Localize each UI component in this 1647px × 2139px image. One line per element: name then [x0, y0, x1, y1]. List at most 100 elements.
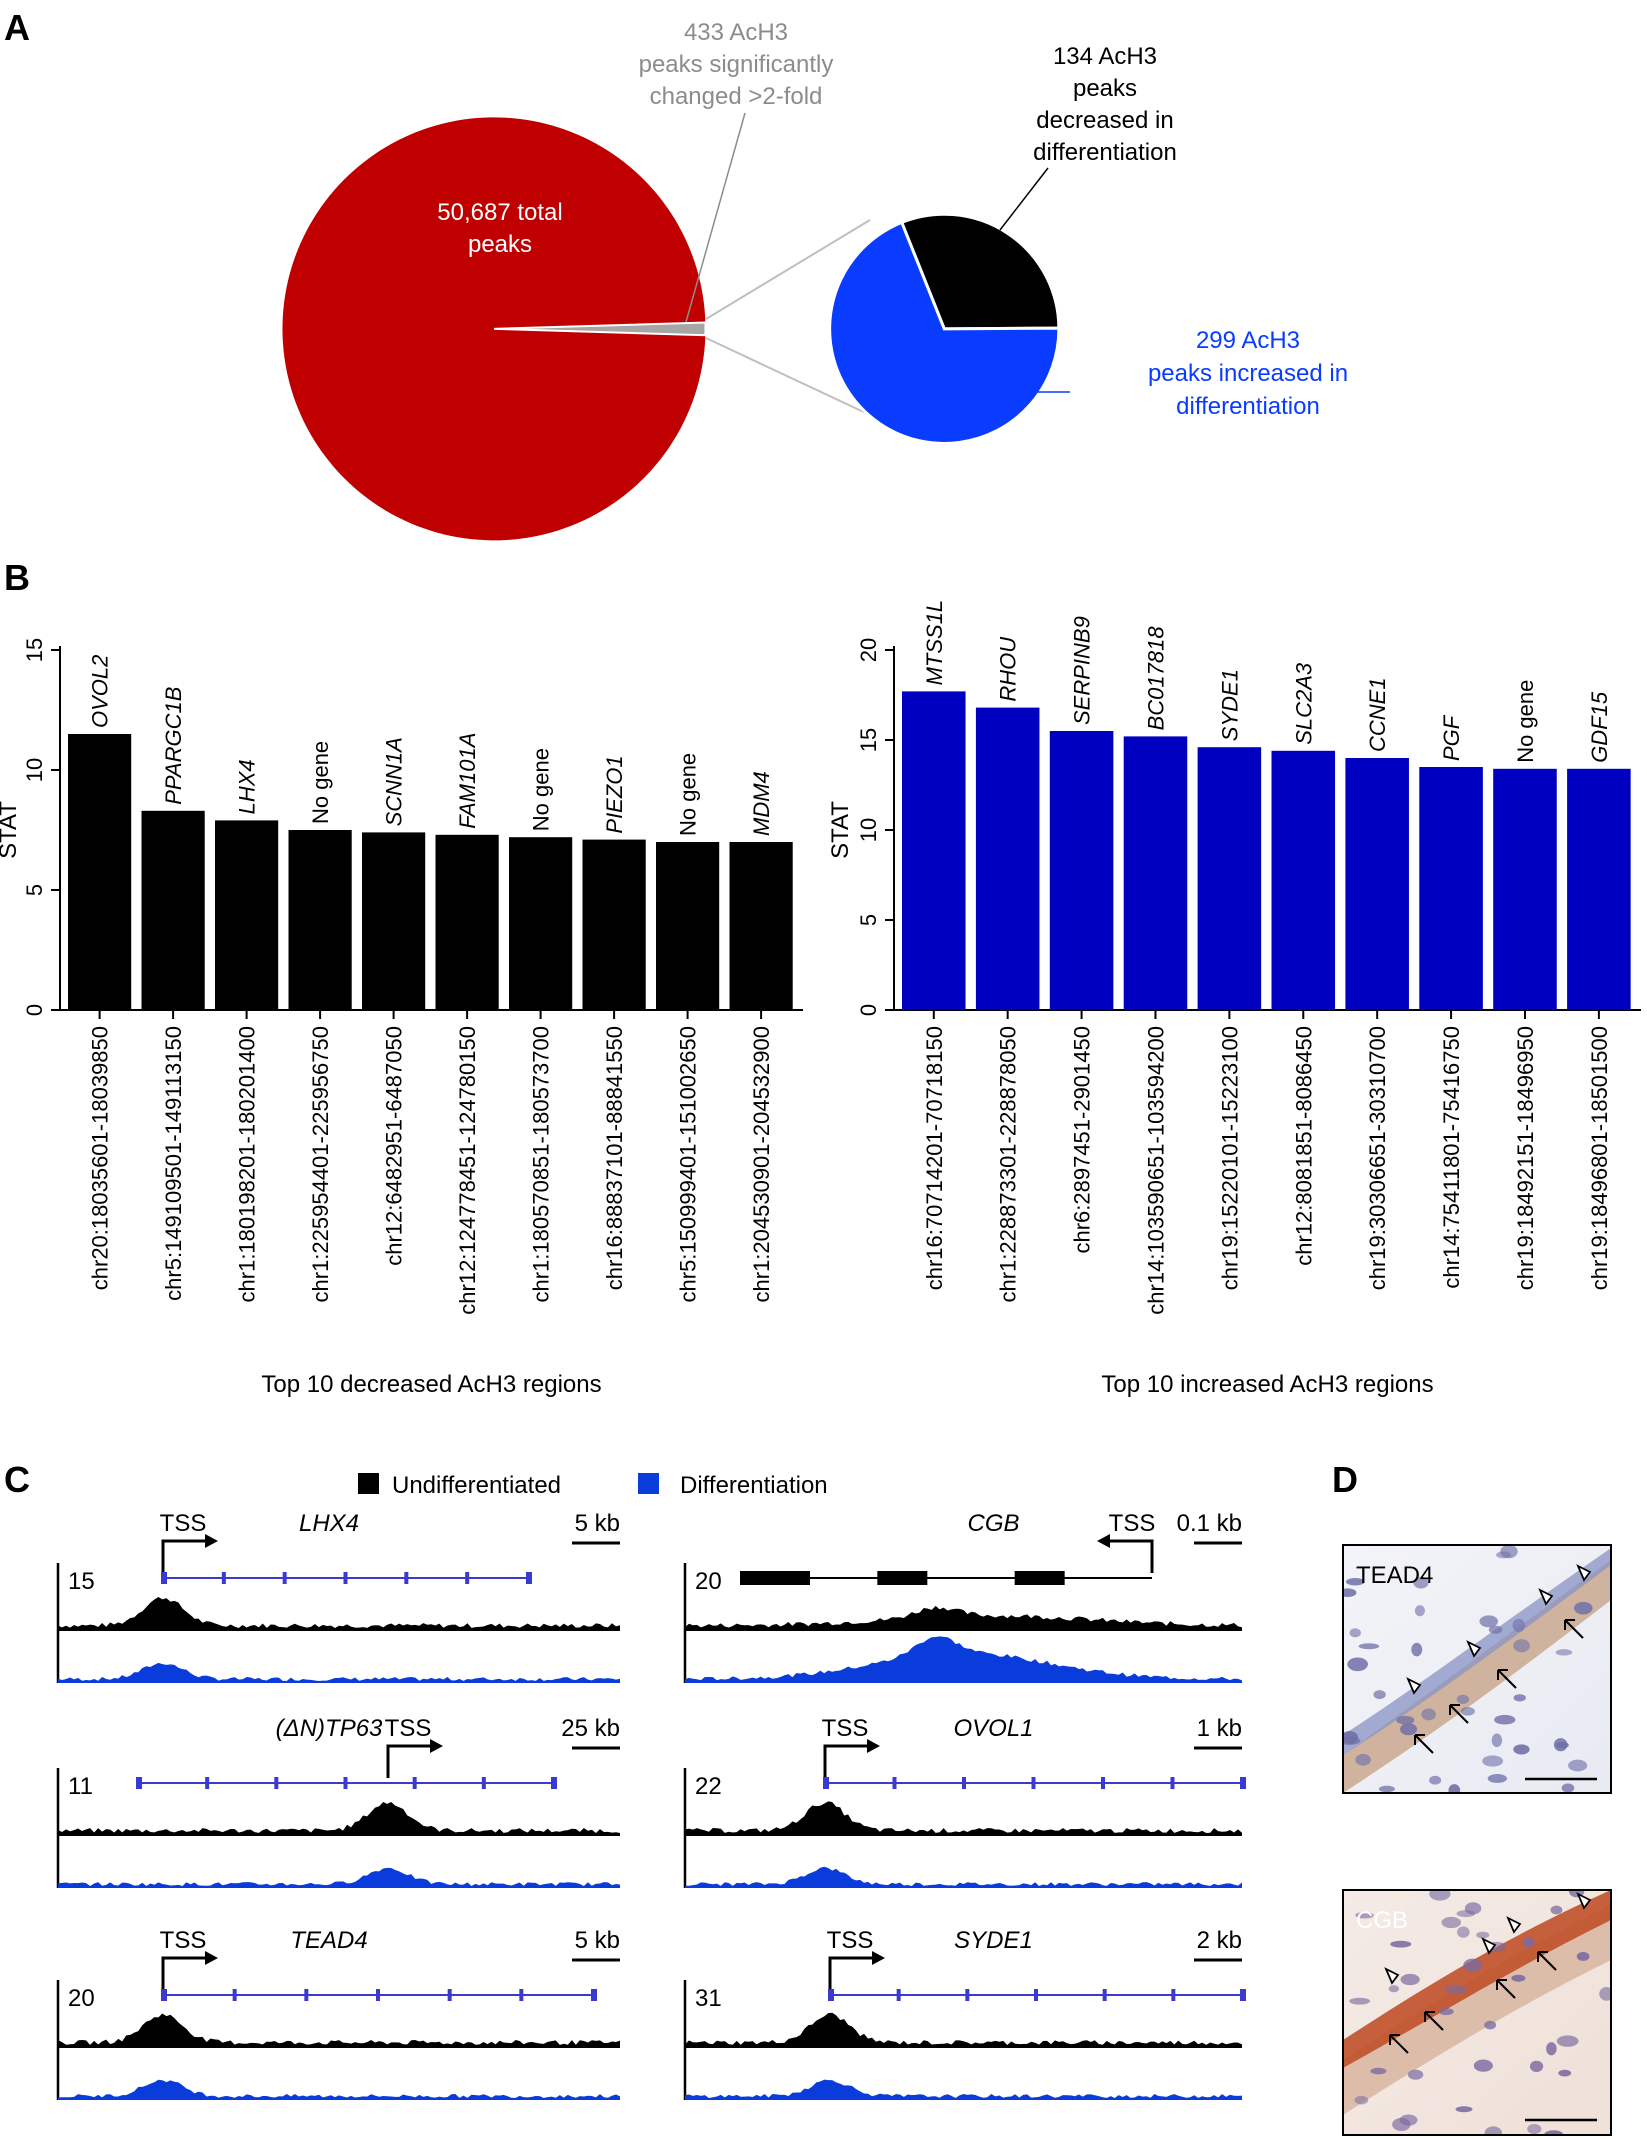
x-tick-label: chr14:103590651-103594200 [1143, 1026, 1168, 1315]
pie-chart-changed [828, 212, 1061, 445]
micrograph-cgb-label: CGB [1356, 1907, 1408, 1934]
track-5: SYDE1 2 kb 31 TSS [683, 1927, 1246, 2100]
bar [1049, 731, 1114, 1010]
x-tick-label: chr19:18492151-18496950 [1513, 1026, 1538, 1290]
track-gene-name: (ΔN)TP63 [276, 1715, 383, 1742]
signal-differentiation [58, 1662, 620, 1683]
tss-label: TSS [160, 1927, 207, 1954]
x-tick-label: chr20:18035601-18039850 [88, 1026, 113, 1290]
bar-gene-label: PGF [1439, 714, 1464, 761]
arrow-marker-head [1496, 1979, 1507, 1990]
x-tick-label: chr1:228873301-228878050 [996, 1026, 1021, 1302]
bar-gene-label: SLC2A3 [1291, 662, 1316, 745]
track-2: (ΔN)TP63 25 kb 11 TSS [56, 1715, 620, 1888]
track-ymax-label: 15 [68, 1568, 95, 1595]
arrow-marker [1497, 1669, 1517, 1689]
cell-nucleus [1388, 1985, 1400, 1993]
total-peaks-label-line2: peaks [468, 231, 532, 258]
gene-exon [828, 1989, 834, 2001]
cell-nucleus [1576, 1951, 1590, 1961]
cell-nucleus [1550, 1905, 1563, 1915]
bar [902, 691, 966, 1010]
pie-chart-total [282, 117, 707, 541]
gene-exon [823, 1777, 829, 1789]
bar-gene-label: MDM4 [749, 771, 774, 836]
gene-exon [376, 1989, 380, 2001]
tss-arrowhead [867, 1739, 880, 1753]
gene-exon [896, 1989, 901, 2001]
cell-nucleus [1529, 2060, 1544, 2072]
bar [288, 830, 352, 1010]
track-scale-label: 2 kb [1197, 1927, 1242, 1954]
gene-exon [965, 1989, 970, 2001]
signal-undifferentiated [58, 1801, 620, 1836]
bar-gene-label: FAM101A [455, 733, 480, 829]
bar-gene-label: OVOL2 [88, 655, 113, 728]
bar [68, 734, 132, 1010]
cell-nucleus [1438, 2008, 1454, 2016]
bar-gene-label: CCNE1 [1365, 677, 1390, 752]
cell-nucleus [1522, 1937, 1535, 1948]
bar [656, 842, 720, 1010]
x-tick-label: chr1:180570851-180573700 [529, 1026, 554, 1302]
cell-nucleus [1544, 2130, 1563, 2135]
track-gene-name: CGB [967, 1510, 1019, 1537]
arrow-marker-head [1414, 1734, 1425, 1745]
gene-exon [1031, 1777, 1036, 1789]
cell-nucleus [1355, 1753, 1371, 1766]
x-tick-label: chr16:88837101-88841550 [602, 1026, 627, 1290]
signal-undifferentiated [685, 1605, 1242, 1631]
arrowhead-marker [1576, 1564, 1592, 1582]
track-scale-label: 0.1 kb [1177, 1510, 1242, 1537]
arrow-marker [1449, 1704, 1469, 1724]
tss-arrowhead [205, 1951, 218, 1965]
arrowhead-marker [1576, 1892, 1592, 1910]
bar-gene-label: SYDE1 [1217, 669, 1242, 741]
legend-diff-swatch [638, 1473, 659, 1494]
tss-arrowhead [1097, 1534, 1110, 1548]
cell-nucleus [1513, 1694, 1526, 1702]
cell-nucleus [1343, 1588, 1357, 1598]
x-tick-label: chr5:150999401-151002650 [676, 1026, 701, 1302]
gene-exon [404, 1572, 409, 1584]
cell-nucleus [1413, 1576, 1429, 1589]
x-tick-label: chr12:124778451-124780150 [455, 1026, 480, 1315]
cell-nucleus [1355, 1911, 1374, 1919]
bar [1493, 768, 1557, 1010]
signal-undifferentiated [685, 2012, 1242, 2048]
gene-exon [161, 1572, 167, 1584]
bar [435, 834, 499, 1010]
bar [1123, 736, 1188, 1010]
track-scale-label: 25 kb [561, 1715, 620, 1742]
arrow-marker [1537, 1951, 1557, 1971]
cell-nucleus [1484, 2020, 1497, 2030]
increased-label-line3: differentiation [1176, 393, 1320, 420]
cell-nucleus [1500, 1545, 1518, 1559]
cell-nucleus [1460, 1706, 1475, 1716]
signal-differentiation [685, 1866, 1242, 1888]
gene-exon [304, 1989, 309, 2001]
cell-nucleus [1555, 1649, 1573, 1656]
decreased-label-line1: 134 AcH3 [1053, 43, 1157, 70]
decreased-leader [999, 167, 1049, 231]
arrow-marker-head [1497, 1669, 1508, 1680]
cell-nucleus [1445, 1984, 1467, 1995]
panel-a-letter: A [4, 7, 30, 48]
signal-undifferentiated [58, 1596, 620, 1631]
arrow-marker [1389, 2034, 1409, 2054]
y-tick-label: 20 [856, 638, 881, 662]
cell-nucleus [1512, 1618, 1526, 1633]
gene-exon [343, 1777, 348, 1789]
gene-exon [1171, 1989, 1176, 2001]
bar-gene-label: GDF15 [1587, 691, 1612, 763]
bar [582, 839, 646, 1010]
gene-exon [161, 1989, 167, 2001]
gene-exon [1240, 1989, 1246, 2001]
gene-exon [412, 1777, 417, 1789]
cell-nucleus [1527, 2124, 1542, 2134]
micrograph-cgb: CGB [1342, 1889, 1612, 2136]
cell-nucleus [1345, 1578, 1365, 1586]
cell-nucleus [1573, 1601, 1593, 1615]
cell-nucleus [1479, 1615, 1499, 1628]
gene-exon [1101, 1777, 1105, 1789]
